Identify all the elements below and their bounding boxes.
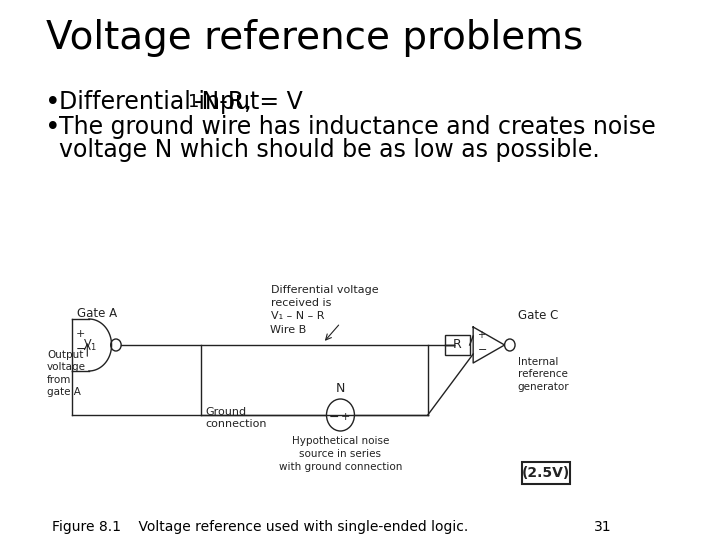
Text: The ground wire has inductance and creates noise: The ground wire has inductance and creat…: [59, 115, 656, 139]
Text: 31: 31: [593, 520, 611, 534]
Text: Ground
connection: Ground connection: [205, 407, 266, 429]
Text: +: +: [76, 329, 86, 339]
Text: 1: 1: [188, 93, 199, 111]
Text: Hypothetical noise
source in series
with ground connection: Hypothetical noise source in series with…: [279, 436, 402, 472]
Text: Differential input= V: Differential input= V: [59, 90, 303, 114]
Text: −: −: [76, 343, 86, 356]
Bar: [522, 462, 570, 484]
Text: Output
voltage
from
gate A: Output voltage from gate A: [47, 350, 86, 397]
Text: voltage N which should be as low as possible.: voltage N which should be as low as poss…: [59, 138, 600, 162]
Text: V: V: [84, 339, 91, 349]
Text: •: •: [45, 115, 61, 141]
Text: R: R: [453, 339, 462, 352]
Text: Differential voltage
received is
V₁ – N – R: Differential voltage received is V₁ – N …: [271, 285, 378, 321]
Text: •: •: [45, 90, 61, 116]
Text: (2.5V): (2.5V): [522, 466, 570, 480]
Text: +: +: [477, 330, 485, 340]
Text: 1: 1: [90, 343, 95, 352]
Text: -N-R,: -N-R,: [194, 90, 253, 114]
Text: Voltage reference problems: Voltage reference problems: [45, 19, 583, 57]
Text: −: −: [328, 410, 338, 423]
Text: Gate A: Gate A: [77, 307, 117, 320]
Text: Internal
reference
generator: Internal reference generator: [518, 357, 570, 392]
Text: Figure 8.1    Voltage reference used with single-ended logic.: Figure 8.1 Voltage reference used with s…: [53, 520, 469, 534]
Bar: [445, 335, 469, 355]
Text: +: +: [341, 412, 351, 422]
Text: Wire B: Wire B: [270, 325, 306, 335]
Text: Gate C: Gate C: [518, 309, 558, 322]
Text: N: N: [336, 382, 345, 395]
Text: −: −: [477, 345, 487, 355]
